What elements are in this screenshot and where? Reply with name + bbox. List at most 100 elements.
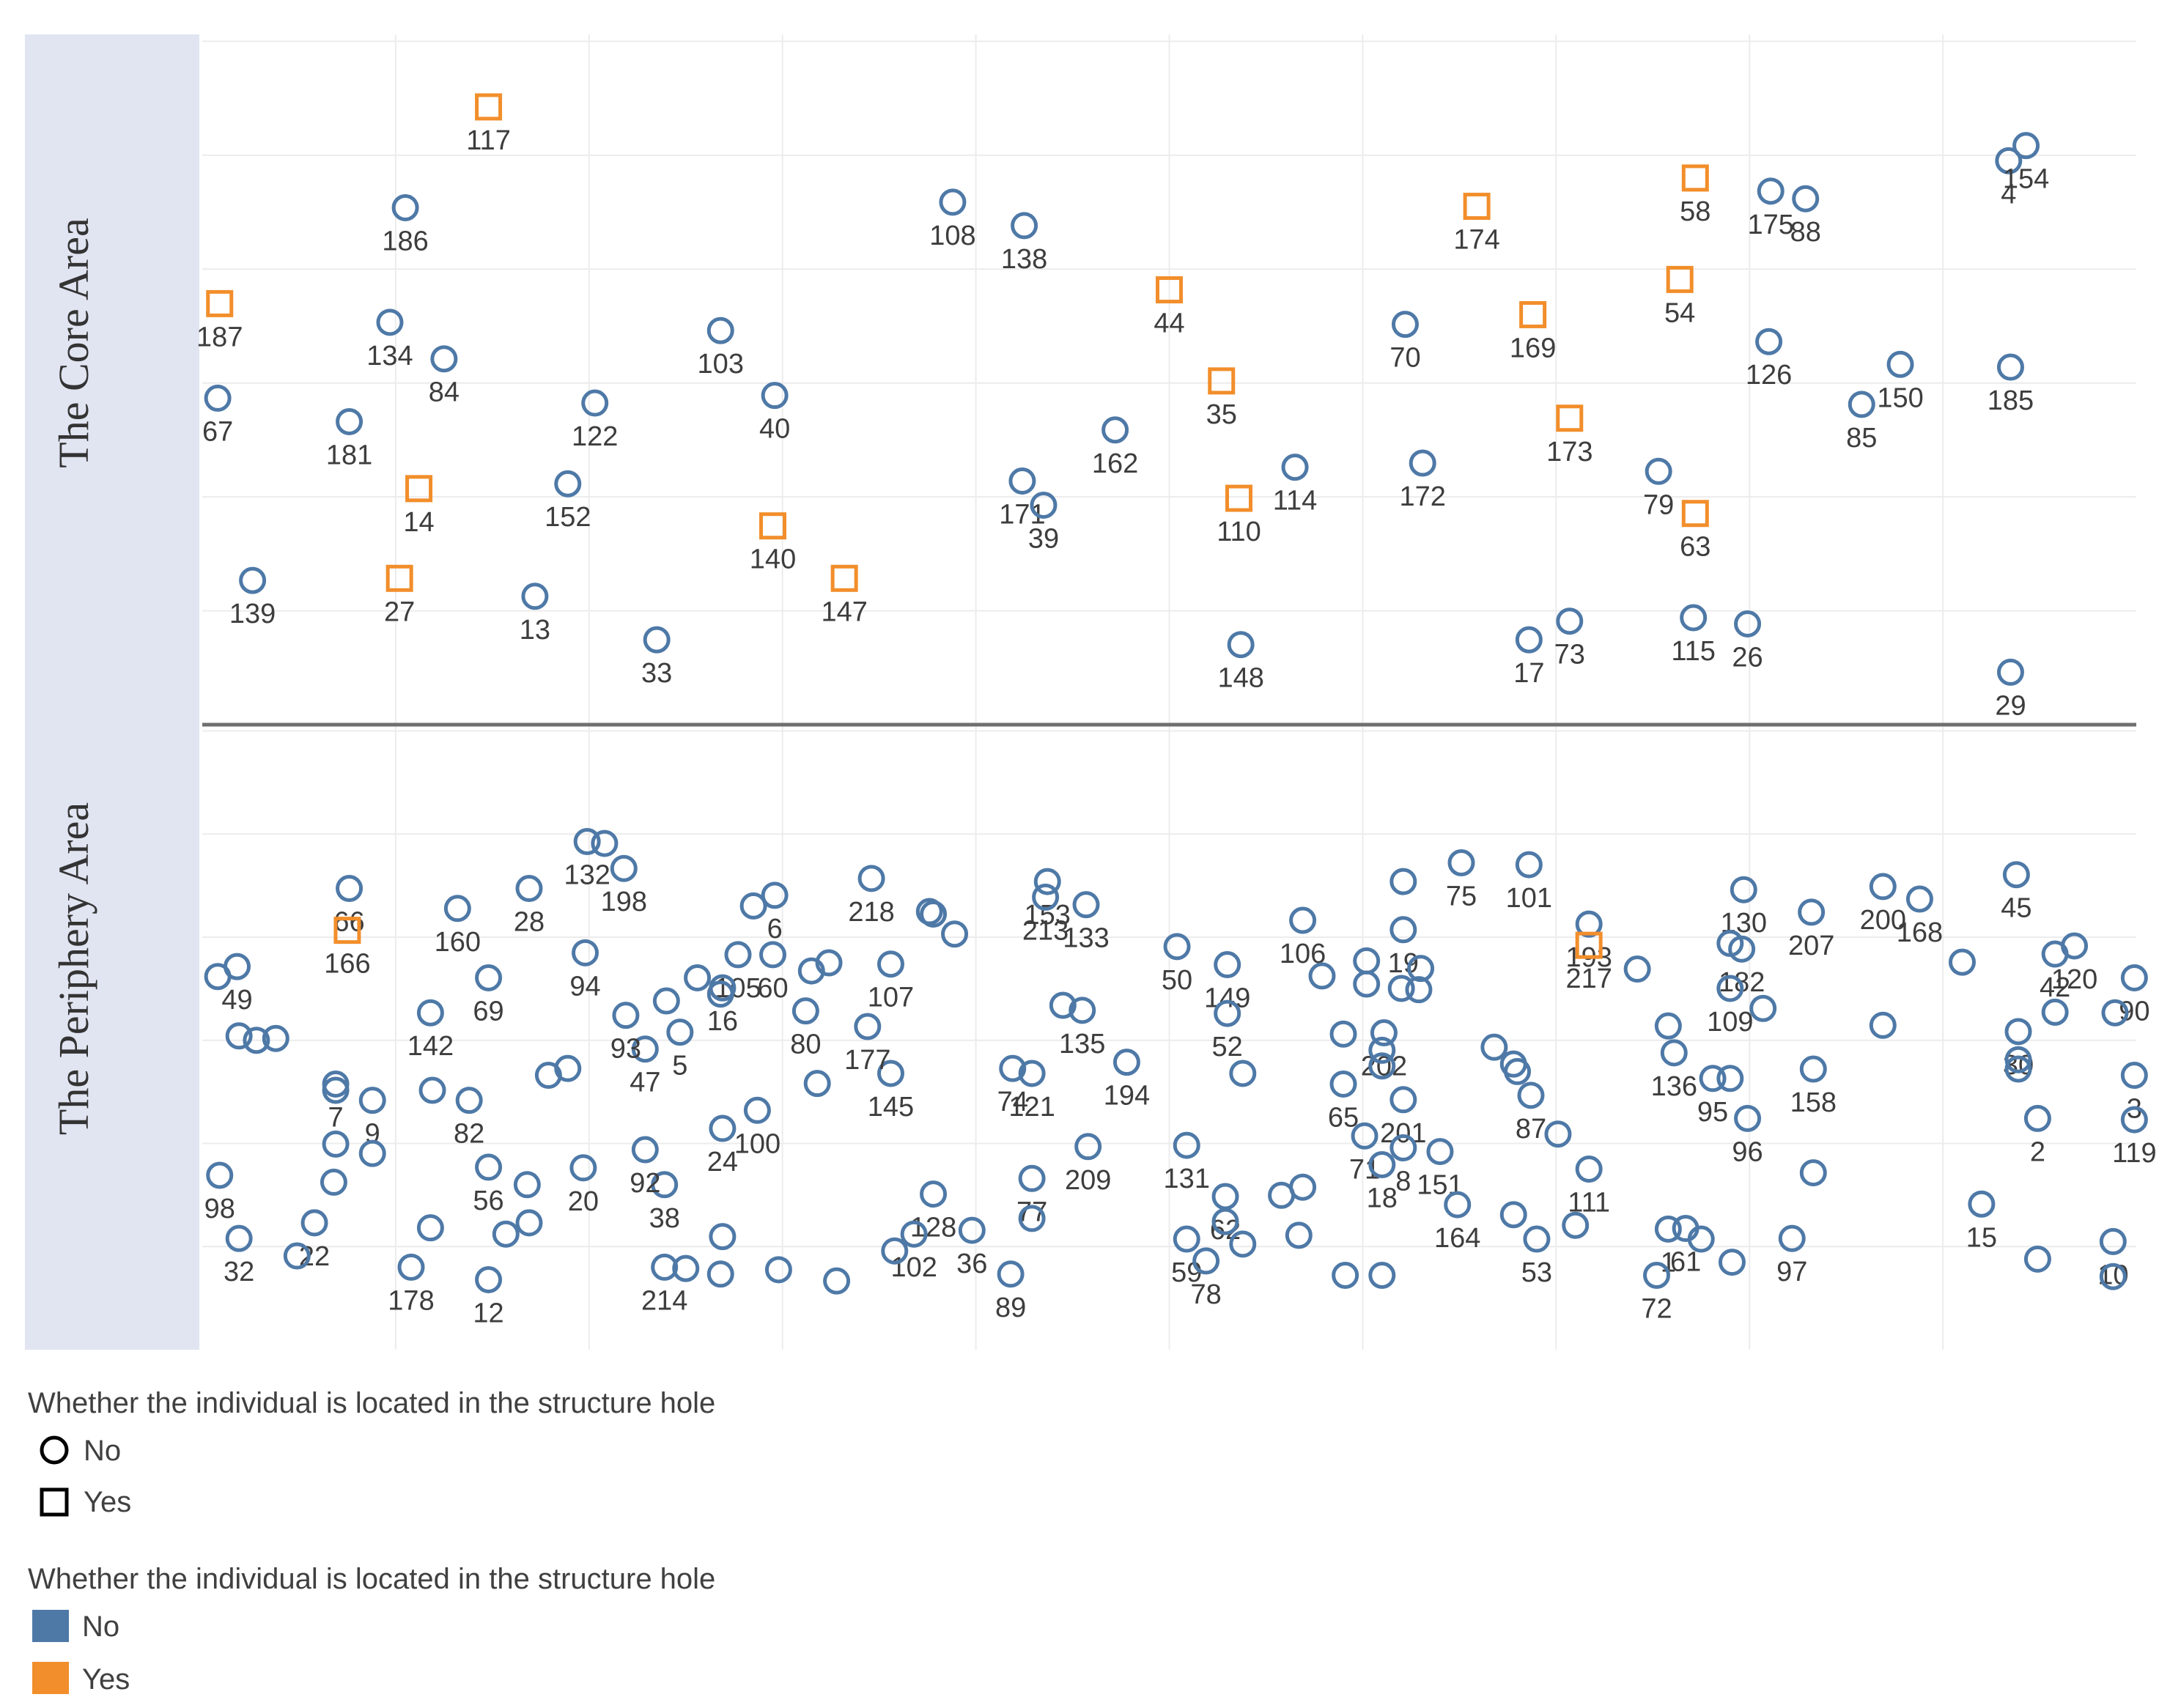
- data-point-59: 59: [1171, 1225, 1202, 1288]
- point-marker-no: [1112, 1049, 1140, 1076]
- data-point-97: 97: [1776, 1224, 1807, 1287]
- data-point-unlabeled: [515, 1209, 543, 1237]
- point-label: 218: [848, 897, 894, 928]
- color-legend-yes-label: Yes: [82, 1663, 130, 1696]
- point-marker-no: [1995, 147, 2023, 174]
- point-marker-no: [1229, 1230, 1257, 1258]
- point-marker-no: [1389, 916, 1417, 944]
- data-point-unlabeled: [1368, 1052, 1396, 1080]
- data-point-49: 49: [221, 953, 253, 1016]
- data-point-166: 166: [324, 917, 371, 980]
- point-label: 172: [1400, 481, 1446, 512]
- point-marker-no: [1011, 212, 1038, 240]
- point-marker-no: [430, 345, 458, 373]
- point-marker-no: [1389, 868, 1417, 895]
- point-label: 72: [1641, 1293, 1672, 1324]
- data-point-132: 132: [564, 828, 610, 891]
- data-point-unlabeled: [764, 1256, 792, 1284]
- data-point-unlabeled: [652, 987, 680, 1015]
- point-marker-no: [1886, 350, 1914, 378]
- data-point-158: 158: [1790, 1055, 1837, 1118]
- data-point-134: 134: [366, 308, 413, 371]
- data-point-133: 133: [1063, 891, 1110, 954]
- data-point-unlabeled: [1353, 947, 1381, 975]
- data-point-unlabeled: [2099, 1262, 2127, 1290]
- data-point-unlabeled: [492, 1220, 520, 1248]
- point-label: 15: [1966, 1222, 1997, 1253]
- point-label: 121: [1008, 1092, 1055, 1123]
- point-marker-no: [631, 1035, 659, 1063]
- data-point-187: 187: [196, 289, 243, 352]
- point-label: 14: [403, 507, 434, 538]
- point-label: 44: [1154, 308, 1184, 339]
- point-marker-no: [1716, 975, 1744, 1002]
- point-label: 47: [630, 1068, 660, 1098]
- data-point-15: 15: [1966, 1190, 1997, 1253]
- point-marker-no: [1755, 328, 1783, 355]
- point-marker-no: [1407, 955, 1435, 983]
- point-marker-no: [1332, 1261, 1359, 1289]
- point-marker-no: [515, 874, 543, 902]
- point-marker-no: [336, 874, 363, 902]
- data-point-unlabeled: [1018, 1205, 1046, 1232]
- point-marker-no: [1033, 868, 1061, 895]
- data-point-106: 106: [1280, 906, 1326, 969]
- point-marker-yes: [475, 93, 503, 121]
- point-marker-no: [759, 941, 787, 969]
- data-point-108: 108: [929, 188, 976, 251]
- point-marker-no: [1444, 1191, 1472, 1219]
- data-point-unlabeled: [1353, 970, 1381, 998]
- point-label: 138: [1001, 244, 1047, 275]
- point-marker-no: [666, 1018, 694, 1046]
- gridlines: [202, 34, 2136, 1350]
- core-area-header-bg: [25, 34, 199, 725]
- point-marker-no: [1368, 1261, 1396, 1289]
- point-label: 122: [572, 421, 618, 452]
- data-point-151: 151: [1417, 1138, 1464, 1201]
- data-point-2: 2: [2023, 1104, 2051, 1167]
- point-label: 1: [1661, 1247, 1676, 1278]
- point-marker-no: [815, 949, 843, 977]
- point-label: 60: [757, 973, 788, 1004]
- point-marker-no: [1308, 962, 1336, 990]
- point-marker-no: [706, 317, 734, 344]
- point-marker-no: [1353, 947, 1381, 975]
- point-marker-no: [1869, 1011, 1897, 1039]
- data-point-6: 6: [761, 881, 789, 944]
- point-label: 162: [1092, 448, 1138, 479]
- data-point-unlabeled: [2041, 998, 2069, 1026]
- point-marker-no: [920, 1180, 948, 1208]
- point-label: 67: [202, 416, 233, 447]
- point-marker-yes: [1519, 300, 1547, 328]
- data-point-79: 79: [1643, 457, 1674, 520]
- data-point-unlabeled: [320, 1168, 347, 1196]
- data-point-unlabeled: [2004, 1055, 2032, 1083]
- point-label: 207: [1788, 931, 1834, 961]
- shape-legend-title: Whether the individual is located in the…: [28, 1387, 715, 1419]
- point-label: 114: [1273, 486, 1318, 517]
- point-label: 174: [1453, 225, 1499, 256]
- point-label: 73: [1554, 640, 1585, 670]
- point-label: 96: [1732, 1136, 1763, 1167]
- point-marker-no: [724, 941, 752, 969]
- point-label: 134: [366, 341, 413, 371]
- data-point-65: 65: [1328, 1070, 1359, 1133]
- point-marker-no: [706, 980, 734, 1008]
- point-label: 89: [995, 1293, 1026, 1323]
- point-marker-no: [761, 382, 789, 410]
- point-marker-no: [204, 963, 232, 991]
- data-point-181: 181: [326, 407, 372, 470]
- point-marker-no: [283, 1242, 311, 1270]
- data-point-unlabeled: [706, 1260, 734, 1288]
- point-marker-no: [1515, 851, 1543, 879]
- point-label: 19: [1388, 948, 1419, 979]
- point-marker-yes: [1666, 265, 1694, 293]
- point-label: 217: [1565, 964, 1612, 994]
- point-marker-no: [1687, 1225, 1715, 1253]
- data-point-169: 169: [1510, 300, 1556, 363]
- point-label: 177: [844, 1045, 890, 1076]
- point-label: 36: [956, 1249, 987, 1279]
- point-marker-no: [1211, 1208, 1239, 1235]
- data-point-110: 110: [1217, 484, 1261, 547]
